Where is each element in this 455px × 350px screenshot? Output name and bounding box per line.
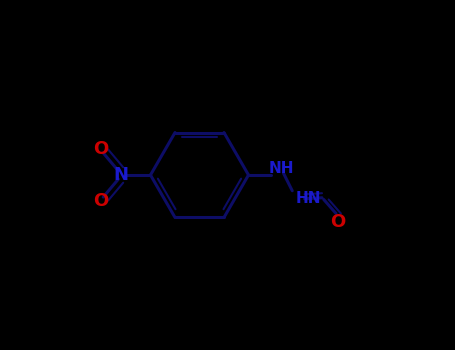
Text: O: O (93, 140, 108, 158)
Text: O: O (330, 213, 345, 231)
Text: NH: NH (268, 161, 294, 176)
Text: HN: HN (296, 191, 321, 206)
Text: O: O (93, 192, 108, 210)
Text: N: N (113, 166, 128, 184)
